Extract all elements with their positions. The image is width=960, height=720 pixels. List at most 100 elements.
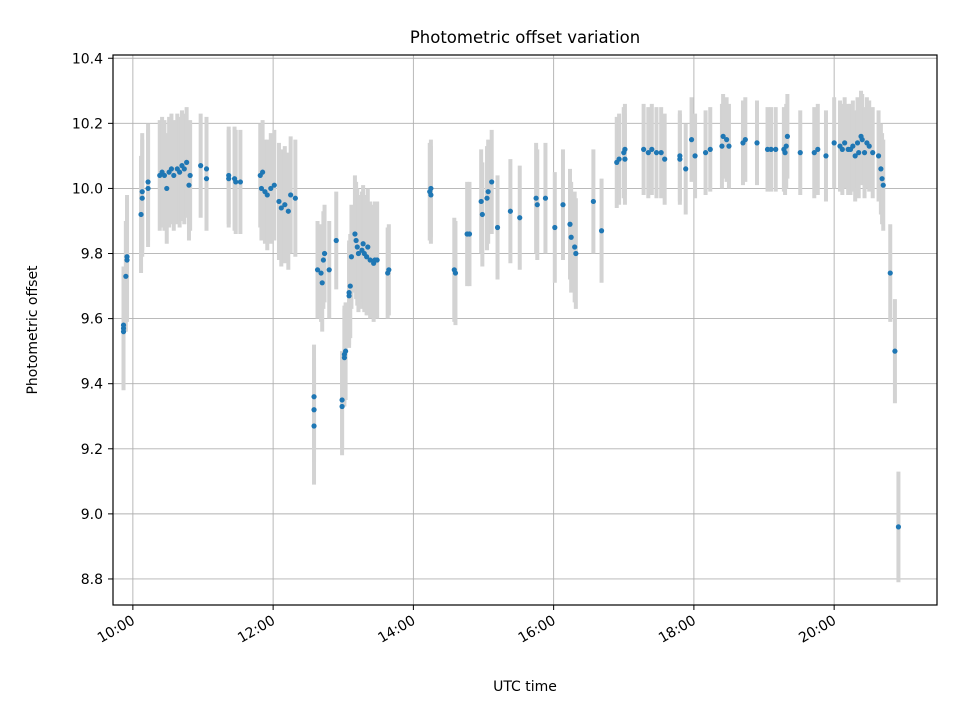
data-point [120, 322, 127, 328]
y-tick-label: 10.0 [72, 181, 103, 197]
data-point [754, 140, 760, 146]
data-point [145, 185, 151, 192]
data-point [875, 153, 882, 159]
data-point [641, 146, 647, 152]
data-point [171, 172, 177, 179]
data-point [542, 195, 549, 201]
data-point [692, 153, 698, 159]
data-point [233, 179, 239, 185]
data-point [850, 143, 856, 149]
y-tick-label: 10.2 [72, 116, 103, 132]
data-point [590, 198, 596, 205]
data-point [268, 185, 274, 192]
data-point [861, 150, 868, 156]
data-point [364, 254, 370, 260]
data-point [568, 234, 574, 240]
data-point [203, 166, 210, 172]
data-point [311, 407, 317, 413]
data-point [319, 280, 325, 286]
data-point [854, 140, 861, 146]
data-point [365, 244, 371, 250]
data-point [353, 237, 359, 244]
y-axis-ticks: 8.8 9.0 9.2 9.4 9.6 9.8 10.0 10.2 10.4 [72, 51, 113, 588]
data-point [724, 137, 730, 143]
data-point [226, 176, 232, 182]
data-point [186, 182, 192, 188]
data-point [452, 270, 459, 276]
data-point [282, 202, 288, 208]
data-point [726, 143, 732, 149]
plot-frame [112, 54, 938, 606]
data-point [653, 150, 660, 156]
data-point [494, 224, 501, 231]
data-point [831, 140, 837, 146]
data-point [489, 179, 495, 185]
data-point [120, 329, 127, 335]
data-point [318, 270, 324, 276]
chart-title: Photometric offset variation [410, 28, 640, 47]
data-point [292, 195, 298, 201]
data-point [859, 137, 865, 143]
data-point [314, 267, 321, 273]
data-point [702, 150, 709, 156]
y-tick-label: 9.0 [81, 507, 103, 523]
data-point [811, 150, 817, 156]
data-point [348, 254, 355, 260]
data-point [339, 397, 345, 403]
data-point [339, 403, 345, 410]
data-point [288, 192, 294, 198]
data-point [333, 237, 339, 244]
data-point [842, 140, 848, 146]
data-point [856, 150, 862, 156]
y-tick-label: 10.4 [72, 51, 103, 67]
data-point [567, 221, 573, 227]
data-point [285, 208, 291, 214]
data-point [264, 192, 270, 198]
y-tick-label: 8.8 [81, 572, 103, 588]
data-point [168, 166, 175, 172]
data-point [260, 169, 266, 175]
data-point [138, 211, 144, 218]
data-point [484, 195, 490, 201]
data-points [120, 133, 902, 530]
data-point [719, 143, 725, 149]
data-point [892, 348, 898, 354]
data-point [203, 176, 210, 182]
data-point [342, 348, 349, 354]
data-point [258, 185, 265, 192]
data-point [839, 146, 845, 152]
data-point [139, 189, 145, 195]
data-point [360, 241, 366, 247]
data-point [184, 159, 190, 165]
data-point [622, 146, 628, 152]
data-point [374, 257, 380, 263]
data-point [688, 137, 695, 143]
data-point [181, 166, 187, 172]
data-point [784, 133, 790, 139]
data-point [428, 185, 434, 192]
data-point [485, 189, 491, 195]
y-tick-label: 9.8 [81, 247, 103, 263]
y-tick-label: 9.2 [81, 442, 103, 458]
data-point [879, 176, 885, 182]
data-point [649, 146, 655, 152]
data-point [386, 267, 392, 273]
data-point [560, 202, 566, 208]
data-point [815, 146, 821, 152]
data-point [311, 423, 317, 429]
data-point [880, 182, 886, 188]
data-point [866, 143, 872, 149]
data-point [662, 156, 668, 162]
data-point [271, 182, 277, 188]
data-point [797, 150, 803, 156]
data-point [707, 146, 713, 152]
data-point [852, 153, 858, 159]
data-point [354, 244, 360, 250]
data-point [320, 257, 326, 263]
data-point [742, 137, 748, 143]
y-axis-label: Photometric offset [25, 265, 41, 395]
grid-lines [113, 55, 937, 605]
data-point [145, 179, 151, 185]
data-point [878, 166, 884, 172]
x-axis-label: UTC time [493, 679, 557, 695]
